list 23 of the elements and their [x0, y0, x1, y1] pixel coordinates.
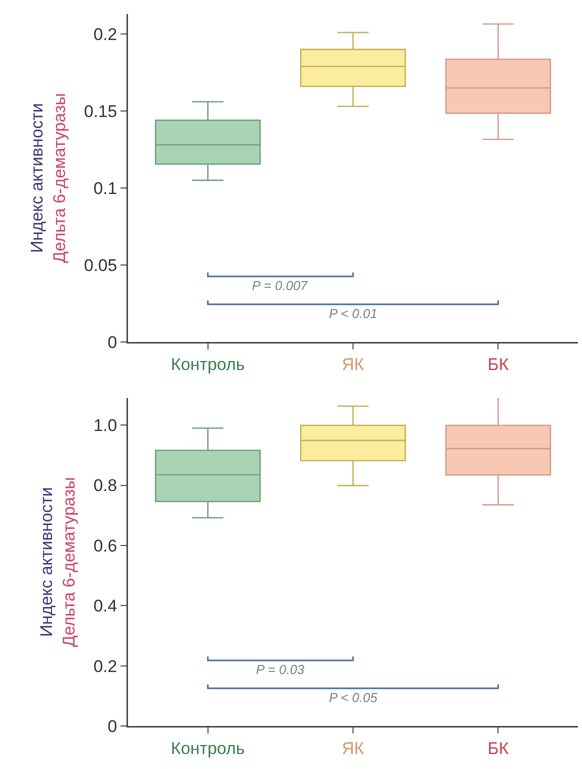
- annotation: P < 0.05: [329, 690, 378, 705]
- x-tick-label: БК: [488, 738, 509, 758]
- y-tick-label: 1.0: [93, 416, 118, 436]
- y-axis-title: Индекс активности Дельта 6-дематуразы: [37, 477, 78, 647]
- y-tick-label: 0: [108, 332, 118, 352]
- annotation: P = 0.03: [256, 662, 306, 677]
- y-tick-label: 0.4: [93, 596, 118, 616]
- y-tick-label: 0.15: [84, 102, 118, 121]
- y-tick-label: 0.1: [93, 178, 118, 198]
- y-tick-label: 0.6: [93, 536, 118, 556]
- x-tick-label: Контроль: [170, 354, 245, 374]
- y-tick-label: 0.2: [93, 656, 118, 676]
- y-tick-label: 0.2: [93, 24, 118, 44]
- x-tick-label: БК: [488, 354, 509, 374]
- x-tick-label: Контроль: [170, 738, 245, 758]
- x-tick-label: ЯК: [342, 738, 364, 758]
- y-tick-label: 0.05: [84, 256, 118, 275]
- y-tick-label: 0.8: [93, 476, 118, 496]
- annotation: P < 0.01: [329, 306, 378, 321]
- y-tick-label: 0: [108, 716, 118, 736]
- x-tick-label: ЯК: [342, 354, 364, 374]
- y-axis-title: Индекс активности Дельта 6-дематуразы: [28, 93, 69, 263]
- annotation: P = 0.007: [252, 278, 308, 293]
